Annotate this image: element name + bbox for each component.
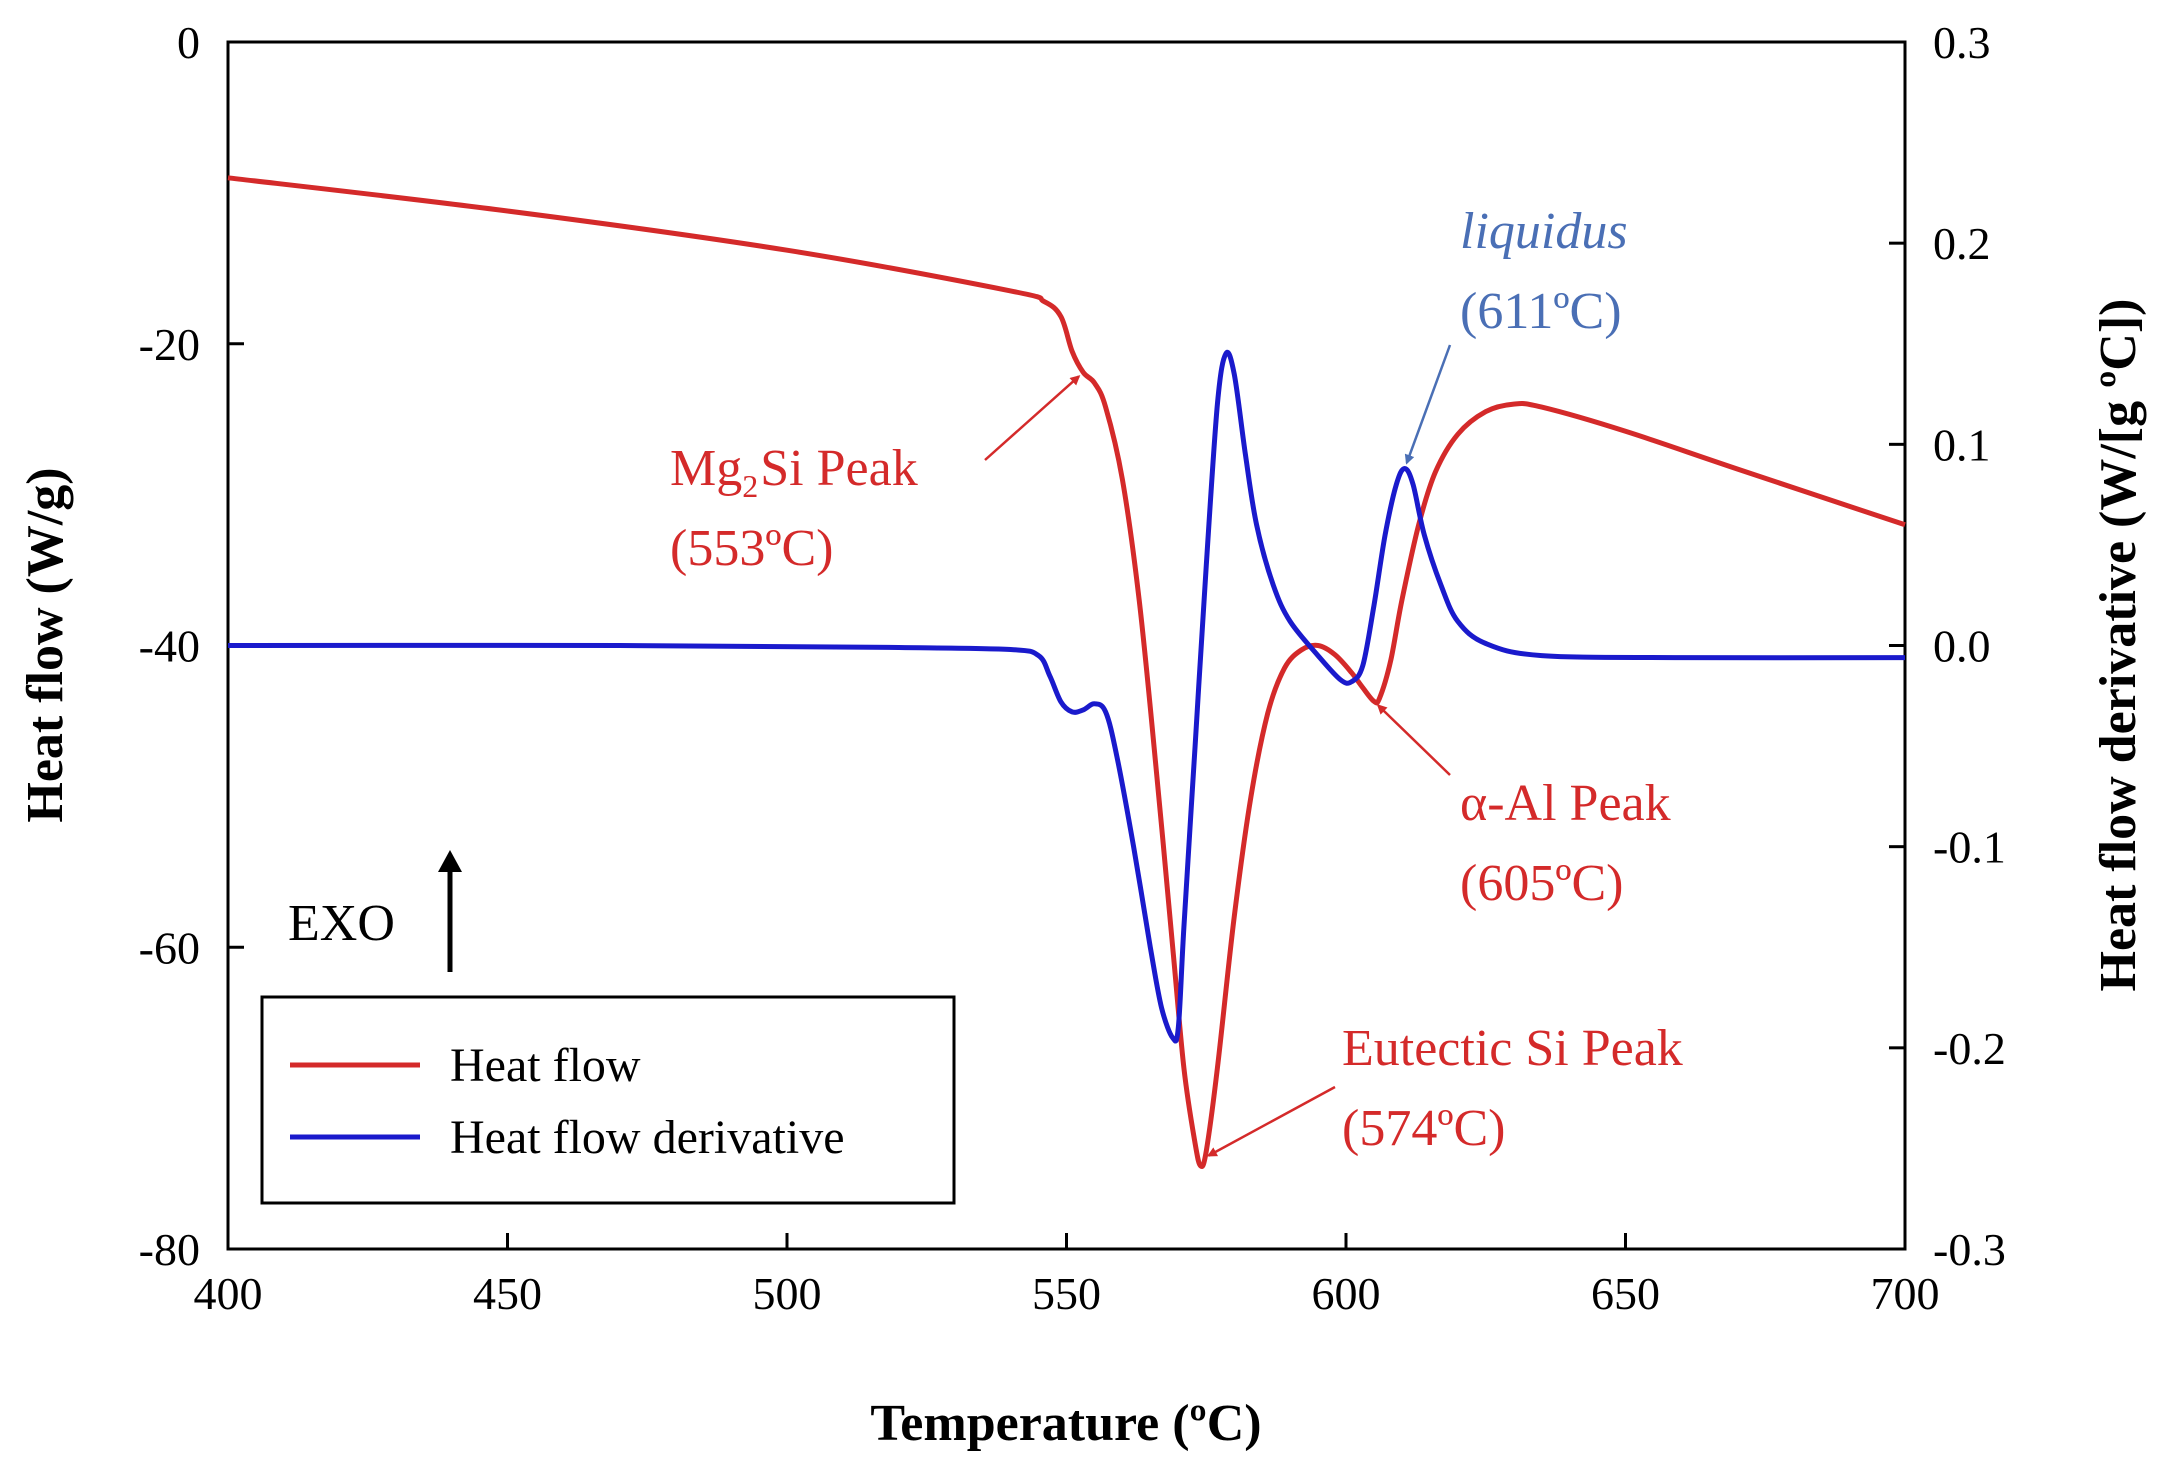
x-axis-ticks: 400 450 500 550 600 650 700 [194,1233,1940,1319]
annotation-mg2si: Mg2Si Peak (553ºC) [670,375,1081,577]
annotation-mg2si-label: Mg2Si Peak [670,440,918,504]
heat-flow-line [227,175,1906,1169]
annotation-alpha-al-label: α-Al Peak [1460,775,1671,832]
annotation-alpha-al: α-Al Peak (605ºC) [1376,704,1671,912]
y2-axis-ticks: 0.3 0.2 0.1 0.0 -0.1 -0.2 -0.3 [1889,17,2006,1275]
legend-label-heat-flow: Heat flow [450,1039,641,1092]
heat-flow-derivative-line [227,349,1906,1044]
x-axis-title: Temperature (ºC) [870,1395,1261,1452]
x-tick-label: 500 [753,1268,822,1319]
annotation-mg2si-arrow [984,375,1081,461]
annotation-liquidus-label: liquidus [1460,203,1628,260]
y-tick-label: 0 [177,17,200,68]
annotation-mg2si-temp: (553ºC) [670,520,833,577]
y-tick-label: -40 [139,621,200,672]
y2-tick-label: 0.2 [1933,218,1991,269]
y-tick-label: -80 [139,1224,200,1275]
annotation-eutectic: Eutectic Si Peak (574ºC) [1206,1020,1683,1157]
y-tick-label: -20 [139,319,200,370]
y-tick-label: -60 [139,922,200,973]
exo-arrowhead [438,850,462,872]
y2-axis-title: Heat flow derivative (W/[g ºC]) [2090,299,2147,992]
y2-tick-label: -0.3 [1933,1224,2006,1275]
exo-label: EXO [288,895,395,952]
y-axis-ticks: 0 -20 -40 -60 -80 [139,17,244,1275]
y2-tick-label: -0.1 [1933,822,2006,873]
y2-tick-label: -0.2 [1933,1023,2006,1074]
annotation-alpha-al-temp: (605ºC) [1460,855,1623,912]
y2-tick-label: 0.0 [1933,621,1991,672]
y2-tick-label: 0.3 [1933,17,1991,68]
x-tick-label: 400 [194,1268,263,1319]
annotation-liquidus-temp: (611ºC) [1460,283,1622,340]
y-axis-title: Heat flow (W/g) [17,467,74,822]
annotation-liquidus-arrow [1404,344,1452,465]
x-tick-label: 450 [473,1268,542,1319]
x-tick-label: 600 [1312,1268,1381,1319]
annotation-eutectic-temp: (574ºC) [1342,1100,1505,1157]
x-tick-label: 650 [1591,1268,1660,1319]
x-tick-label: 700 [1871,1268,1940,1319]
legend: Heat flow Heat flow derivative [260,995,956,1205]
annotation-alpha-al-arrow [1376,704,1451,776]
y2-tick-label: 0.1 [1933,419,1991,470]
legend-box [260,995,956,1205]
legend-label-derivative: Heat flow derivative [450,1111,845,1164]
annotation-eutectic-arrow [1206,1085,1336,1157]
x-tick-label: 550 [1032,1268,1101,1319]
annotation-liquidus: liquidus (611ºC) [1404,203,1628,465]
annotation-eutectic-label: Eutectic Si Peak [1342,1020,1683,1077]
